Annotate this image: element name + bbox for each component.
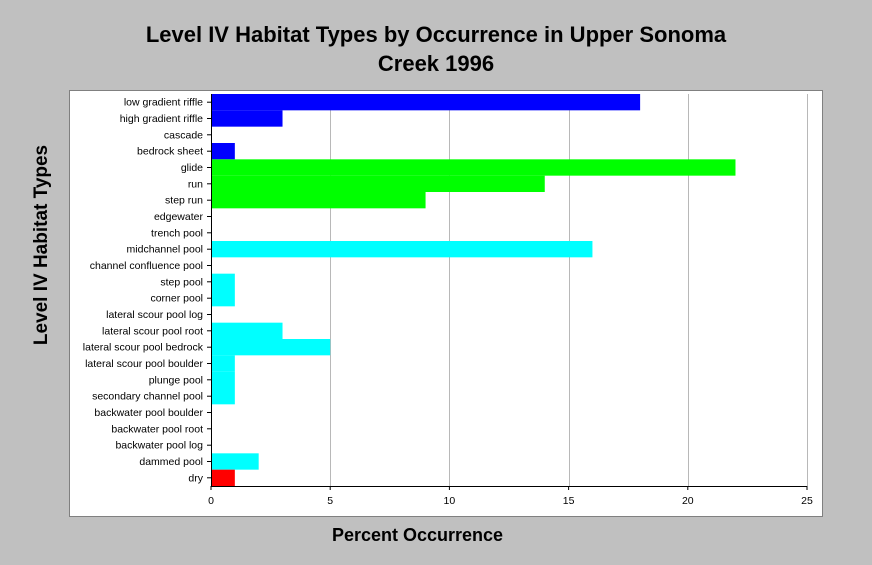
y-tick-label: secondary channel pool bbox=[92, 391, 203, 403]
bar bbox=[211, 159, 736, 176]
bar bbox=[211, 388, 235, 405]
y-tick-label: backwater pool boulder bbox=[94, 407, 203, 419]
y-tick-label: high gradient riffle bbox=[120, 113, 203, 125]
y-tick-label: dammed pool bbox=[139, 456, 203, 468]
bar bbox=[211, 110, 283, 127]
bar bbox=[211, 355, 235, 372]
y-tick-label: step run bbox=[165, 195, 203, 207]
y-tick-label: corner pool bbox=[150, 293, 203, 305]
y-tick-labels: low gradient riffle high gradient riffle c… bbox=[83, 97, 204, 485]
bar bbox=[211, 241, 593, 258]
y-tick-label: bedrock sheet bbox=[137, 146, 203, 158]
y-tick-label: dry bbox=[188, 472, 203, 484]
bar bbox=[211, 290, 235, 307]
y-tick-label: lateral scour pool log bbox=[106, 309, 203, 321]
x-tick-label: 10 bbox=[444, 495, 456, 507]
y-tick-label: lateral scour pool root bbox=[102, 325, 203, 337]
y-tick-label: low gradient riffle bbox=[124, 97, 203, 109]
bar bbox=[211, 339, 331, 356]
y-tick-label: glide bbox=[181, 162, 203, 174]
bar bbox=[211, 322, 283, 339]
chart-panel: low gradient riffle high gradient riffle c… bbox=[69, 90, 823, 517]
bar bbox=[211, 143, 235, 160]
x-tick-label: 0 bbox=[208, 495, 214, 507]
y-tick-label: edgewater bbox=[154, 211, 204, 223]
bar bbox=[211, 94, 641, 111]
bar bbox=[211, 469, 235, 486]
y-tick-label: backwater pool root bbox=[111, 423, 203, 435]
y-tick-label: lateral scour pool bedrock bbox=[83, 342, 204, 354]
y-tick-label: channel confluence pool bbox=[90, 260, 203, 272]
y-tick-label: step pool bbox=[160, 276, 203, 288]
axes bbox=[207, 94, 808, 490]
y-tick-label: lateral scour pool boulder bbox=[85, 358, 203, 370]
chart-title-line-2: Creek 1996 bbox=[377, 51, 495, 76]
y-tick-label: trench pool bbox=[151, 227, 203, 239]
x-tick-labels: 0 5 10 15 20 25 bbox=[208, 495, 813, 507]
bar bbox=[211, 175, 545, 192]
x-tick-label: 15 bbox=[563, 495, 575, 507]
chart-title: Level IV Habitat Types by Occurrence in … bbox=[0, 20, 872, 78]
y-tick-label: cascade bbox=[164, 129, 203, 141]
x-tick-label: 20 bbox=[682, 495, 694, 507]
y-tick-label: midchannel pool bbox=[127, 244, 203, 256]
chart-title-line-1: Level IV Habitat Types by Occurrence in … bbox=[145, 22, 727, 47]
y-axis-label: Level IV Habitat Types bbox=[31, 144, 52, 346]
bars bbox=[211, 94, 736, 486]
x-tick-label: 25 bbox=[801, 495, 813, 507]
bar bbox=[211, 192, 426, 209]
bar bbox=[211, 371, 235, 388]
x-tick-label: 5 bbox=[327, 495, 333, 507]
y-tick-label: run bbox=[188, 178, 203, 190]
y-tick-label: backwater pool log bbox=[115, 440, 203, 452]
bar bbox=[211, 453, 259, 470]
x-axis-label: Percent Occurrence bbox=[331, 525, 504, 545]
y-tick-label: plunge pool bbox=[149, 374, 203, 386]
bar bbox=[211, 273, 235, 290]
